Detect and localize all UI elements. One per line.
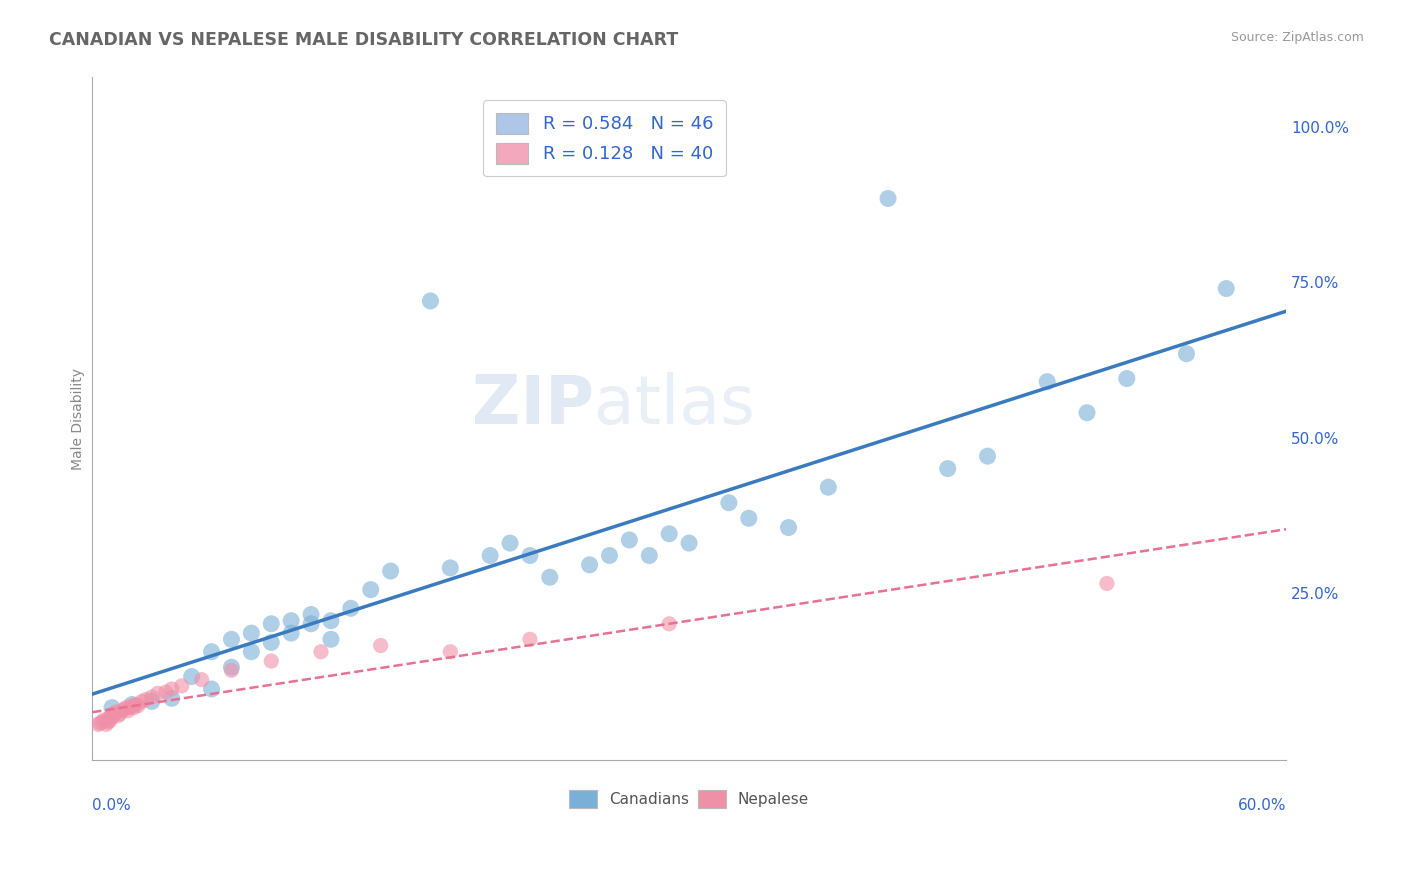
Point xyxy=(299,607,322,622)
Point xyxy=(240,645,263,659)
Point xyxy=(117,704,139,718)
Point xyxy=(519,632,541,647)
Point xyxy=(280,626,302,640)
Point xyxy=(360,582,382,597)
Point xyxy=(578,558,600,572)
Point xyxy=(1175,347,1198,361)
Point xyxy=(89,716,111,731)
Point xyxy=(87,717,110,731)
Point xyxy=(976,449,998,463)
Point xyxy=(200,645,222,659)
Point xyxy=(115,700,138,714)
Point xyxy=(94,717,117,731)
Point xyxy=(103,706,125,721)
Legend: Canadians, Nepalese: Canadians, Nepalese xyxy=(562,784,815,814)
Point xyxy=(598,549,620,563)
Point xyxy=(280,614,302,628)
Point xyxy=(155,685,177,699)
Point xyxy=(439,561,461,575)
Point xyxy=(936,461,959,475)
Point xyxy=(190,673,212,687)
Point xyxy=(240,626,263,640)
Point xyxy=(93,713,115,727)
Point xyxy=(1076,406,1098,420)
Point xyxy=(299,616,322,631)
Point xyxy=(380,564,402,578)
Point xyxy=(200,681,222,696)
Point xyxy=(108,706,131,721)
Point xyxy=(160,691,183,706)
Point xyxy=(221,632,243,647)
Point xyxy=(309,645,332,659)
Point xyxy=(118,700,141,714)
Point xyxy=(180,669,202,683)
Point xyxy=(141,694,163,708)
Text: 0.0%: 0.0% xyxy=(93,798,131,813)
Point xyxy=(638,549,661,563)
Point xyxy=(678,536,700,550)
Point xyxy=(101,710,124,724)
Point xyxy=(101,707,124,722)
Point xyxy=(121,698,143,712)
Point xyxy=(778,520,800,534)
Point xyxy=(619,533,641,547)
Point xyxy=(97,714,120,729)
Text: ZIP: ZIP xyxy=(471,372,593,438)
Point xyxy=(98,714,121,728)
Point xyxy=(122,700,145,714)
Point xyxy=(221,664,243,678)
Point xyxy=(717,496,740,510)
Point xyxy=(370,639,392,653)
Point xyxy=(658,616,681,631)
Point xyxy=(1215,281,1237,295)
Point xyxy=(817,480,839,494)
Point xyxy=(260,654,283,668)
Point xyxy=(1036,375,1059,389)
Point xyxy=(121,698,143,713)
Point xyxy=(107,708,129,723)
Point xyxy=(135,692,157,706)
Point xyxy=(319,632,342,647)
Point xyxy=(519,549,541,563)
Point xyxy=(1115,371,1137,385)
Point xyxy=(260,616,283,631)
Point xyxy=(439,645,461,659)
Point xyxy=(105,705,128,719)
Point xyxy=(101,700,124,714)
Point xyxy=(260,635,283,649)
Point xyxy=(91,714,114,729)
Point xyxy=(141,690,163,704)
Point xyxy=(1095,576,1118,591)
Point xyxy=(340,601,363,615)
Point xyxy=(319,614,342,628)
Text: Source: ZipAtlas.com: Source: ZipAtlas.com xyxy=(1230,31,1364,45)
Point xyxy=(125,698,148,712)
Point xyxy=(658,526,681,541)
Point xyxy=(538,570,561,584)
Text: CANADIAN VS NEPALESE MALE DISABILITY CORRELATION CHART: CANADIAN VS NEPALESE MALE DISABILITY COR… xyxy=(49,31,679,49)
Point xyxy=(221,660,243,674)
Point xyxy=(112,702,135,716)
Point xyxy=(499,536,522,550)
Point xyxy=(97,713,120,727)
Y-axis label: Male Disability: Male Disability xyxy=(72,368,86,470)
Text: atlas: atlas xyxy=(593,372,755,438)
Point xyxy=(419,293,441,308)
Point xyxy=(98,710,121,724)
Point xyxy=(738,511,761,525)
Point xyxy=(160,681,183,696)
Text: 60.0%: 60.0% xyxy=(1237,798,1286,813)
Point xyxy=(170,679,193,693)
Point xyxy=(111,704,134,718)
Point xyxy=(146,686,169,700)
Point xyxy=(877,192,900,206)
Point xyxy=(479,549,502,563)
Point xyxy=(127,698,149,713)
Point xyxy=(131,694,153,708)
